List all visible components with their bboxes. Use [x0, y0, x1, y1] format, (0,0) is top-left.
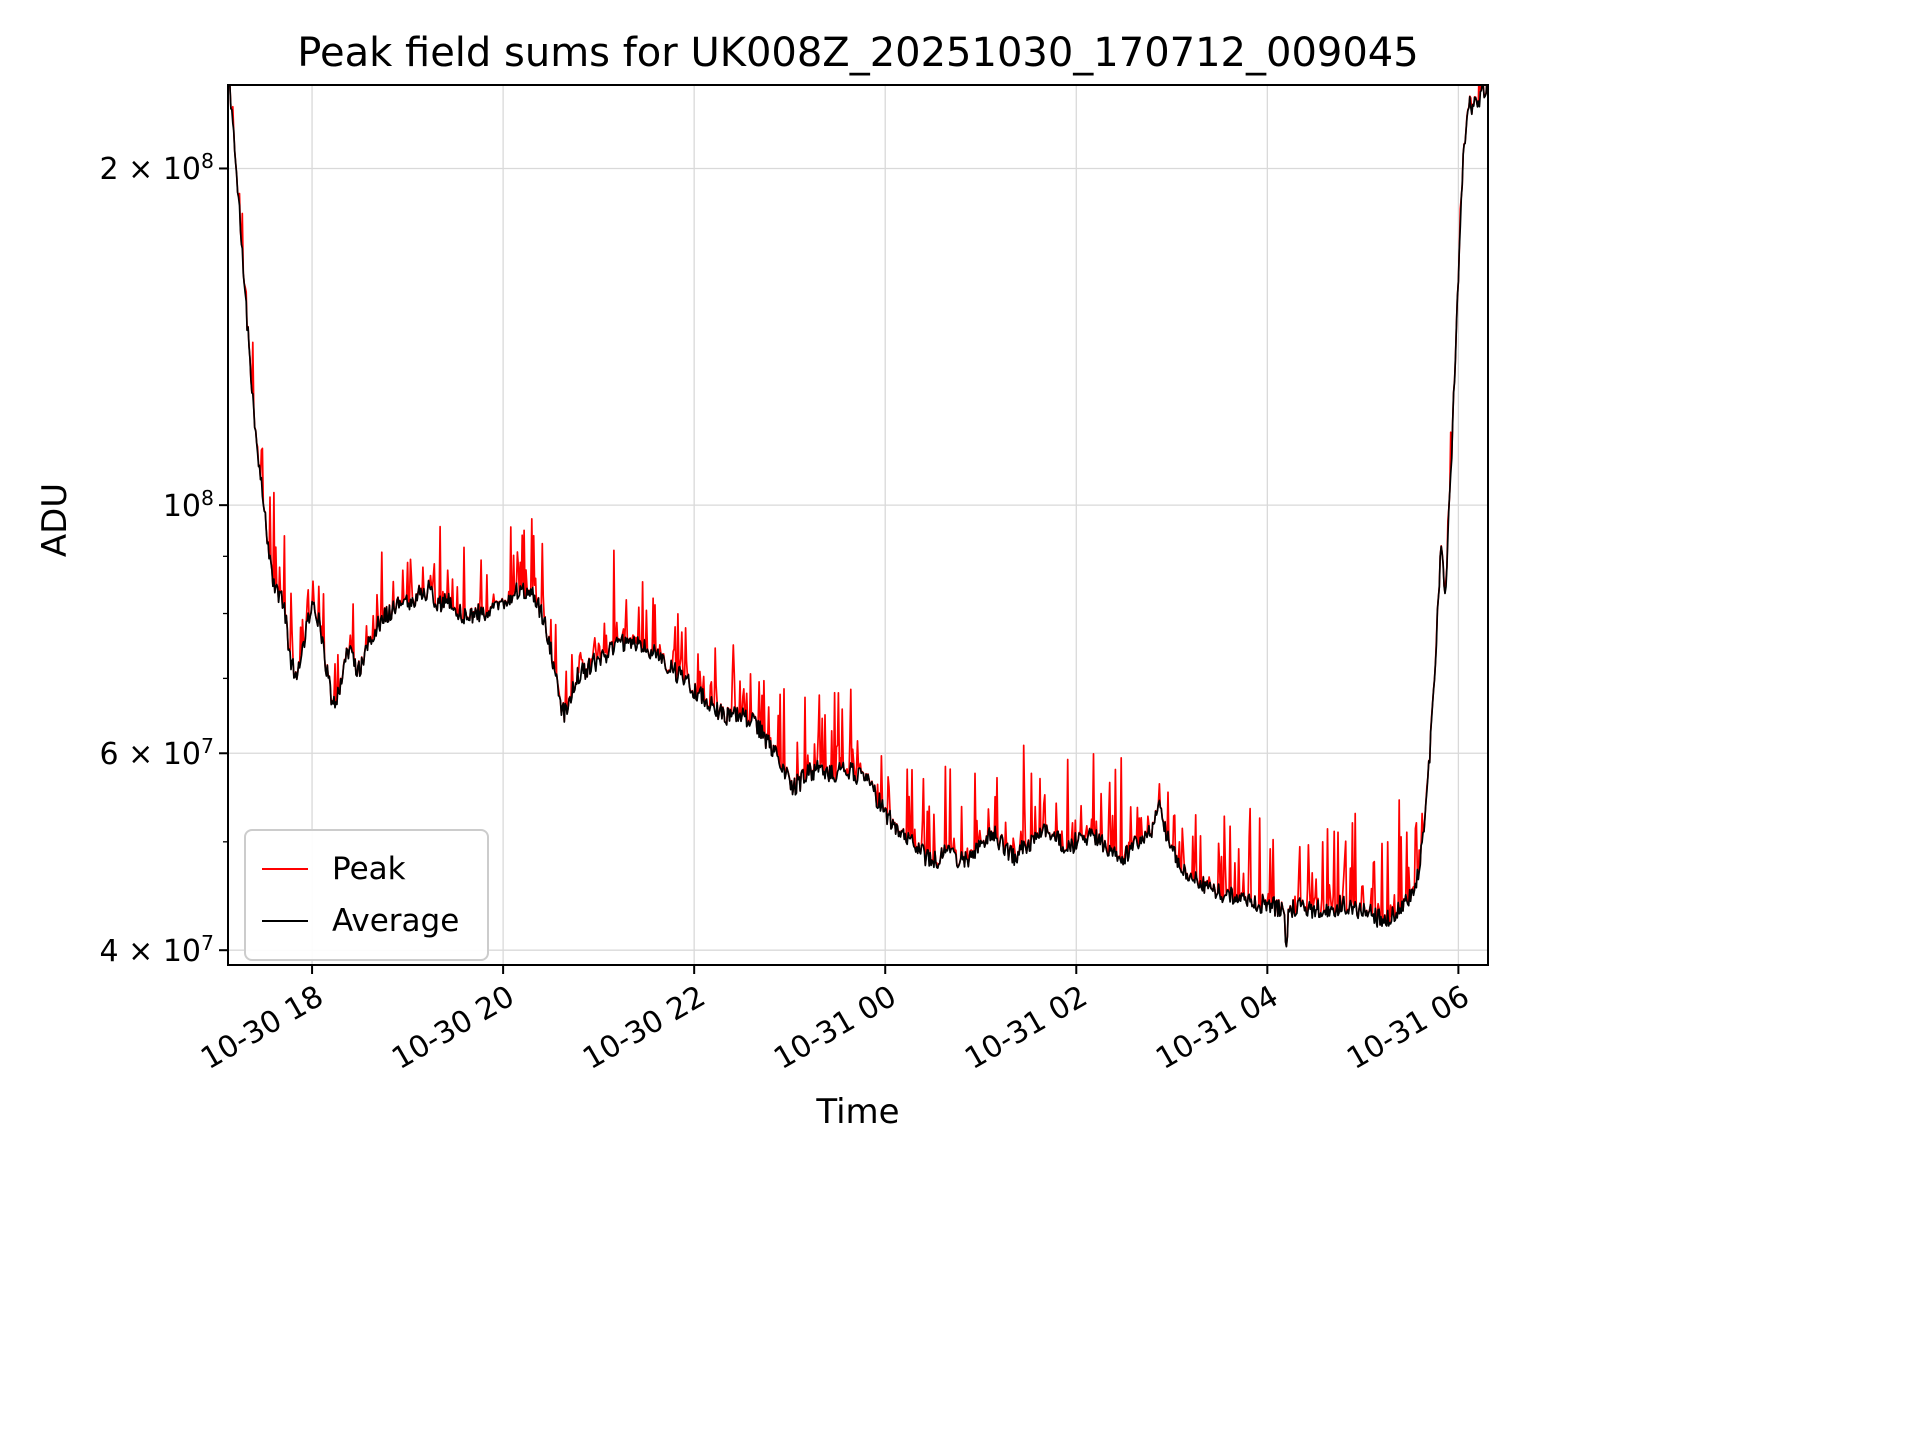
chart-title: Peak field sums for UK008Z_20251030_1707…: [297, 30, 1419, 76]
legend-label-peak: Peak: [332, 851, 406, 887]
y-tick-label-2: 108: [162, 486, 214, 525]
legend: Peak Average: [244, 829, 490, 961]
y-tick-label-0: 4 × 107: [99, 931, 214, 970]
x-axis-label: Time: [816, 1092, 900, 1132]
average-line-swatch: [262, 920, 308, 922]
y-tick-label-1: 6 × 107: [99, 734, 214, 773]
y-tick-label-3: 2 × 108: [99, 149, 214, 188]
legend-item-peak: Peak: [262, 843, 459, 895]
peak-line-swatch: [262, 868, 308, 870]
legend-label-average: Average: [332, 903, 460, 939]
legend-item-average: Average: [262, 895, 459, 947]
